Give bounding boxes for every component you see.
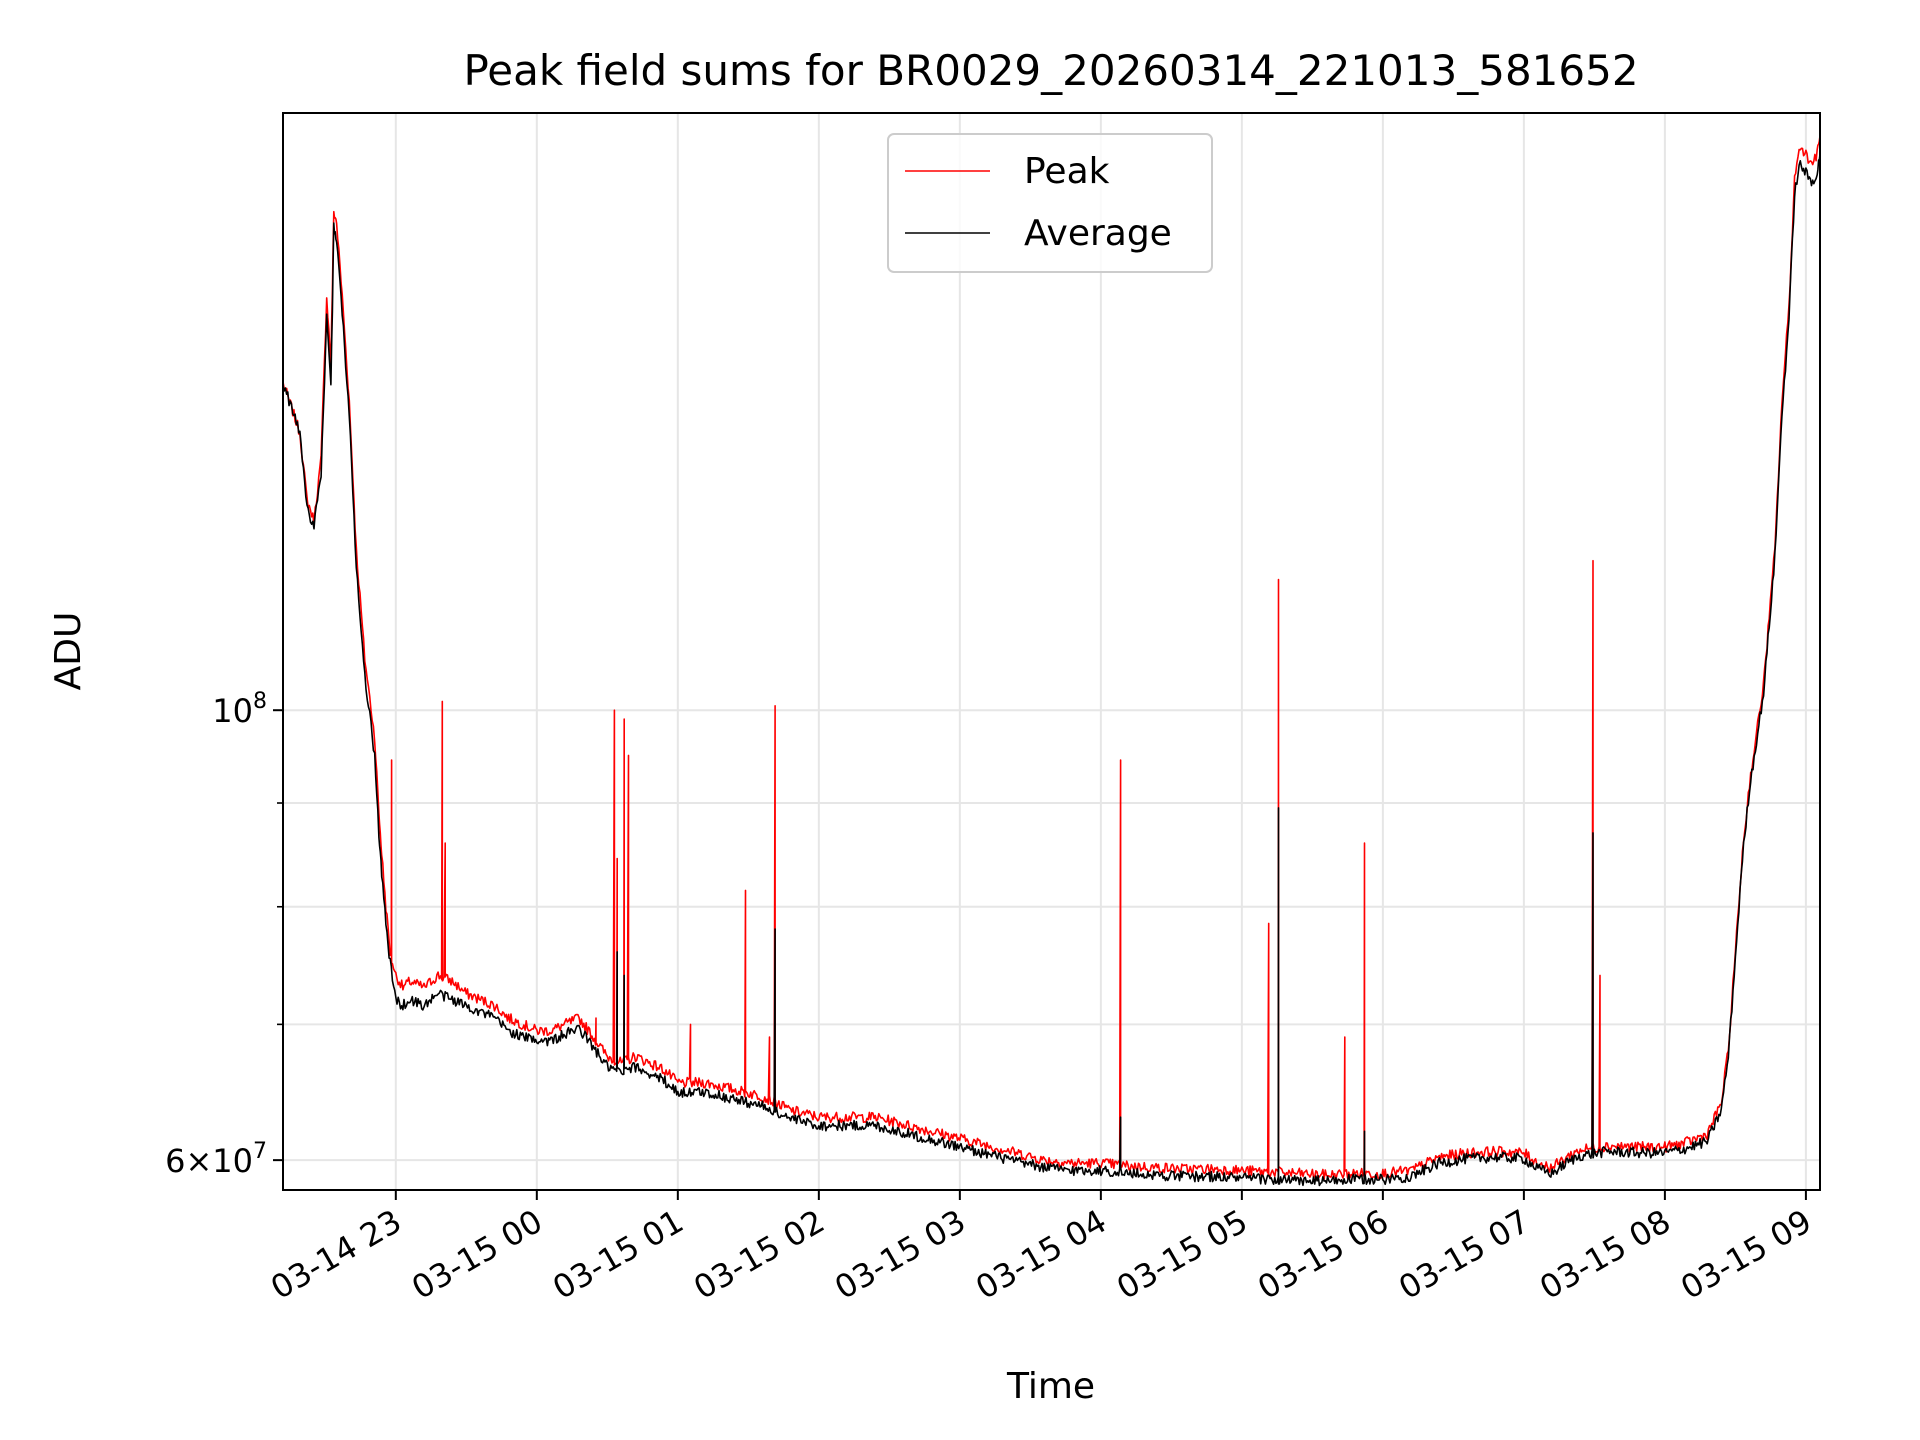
y-tick-label-base: 6×10 [165, 1142, 253, 1180]
y-tick-label-exponent: 7 [253, 1139, 267, 1164]
y-axis-ticks: 6×107 108 [165, 689, 283, 1180]
series-line-average [282, 154, 1821, 1187]
y-tick-label-exponent: 8 [253, 689, 267, 714]
y-tick-label: 108 [212, 689, 267, 730]
plot-frame [282, 112, 1821, 1191]
y-tick-label: 6×107 [165, 1139, 267, 1180]
chart-title: Peak field sums for BR0029_20260314_2210… [463, 46, 1638, 95]
y-axis-label: ADU [48, 612, 89, 691]
legend: Peak Average [887, 133, 1213, 273]
plot-lines [282, 135, 1821, 1187]
x-axis-label: Time [1006, 1366, 1095, 1407]
legend-label-average: Average [1024, 213, 1172, 254]
y-tick-label-base: 10 [212, 692, 253, 730]
legend-box [887, 133, 1213, 273]
grid [283, 113, 1820, 1190]
legend-label-peak: Peak [1024, 151, 1110, 192]
